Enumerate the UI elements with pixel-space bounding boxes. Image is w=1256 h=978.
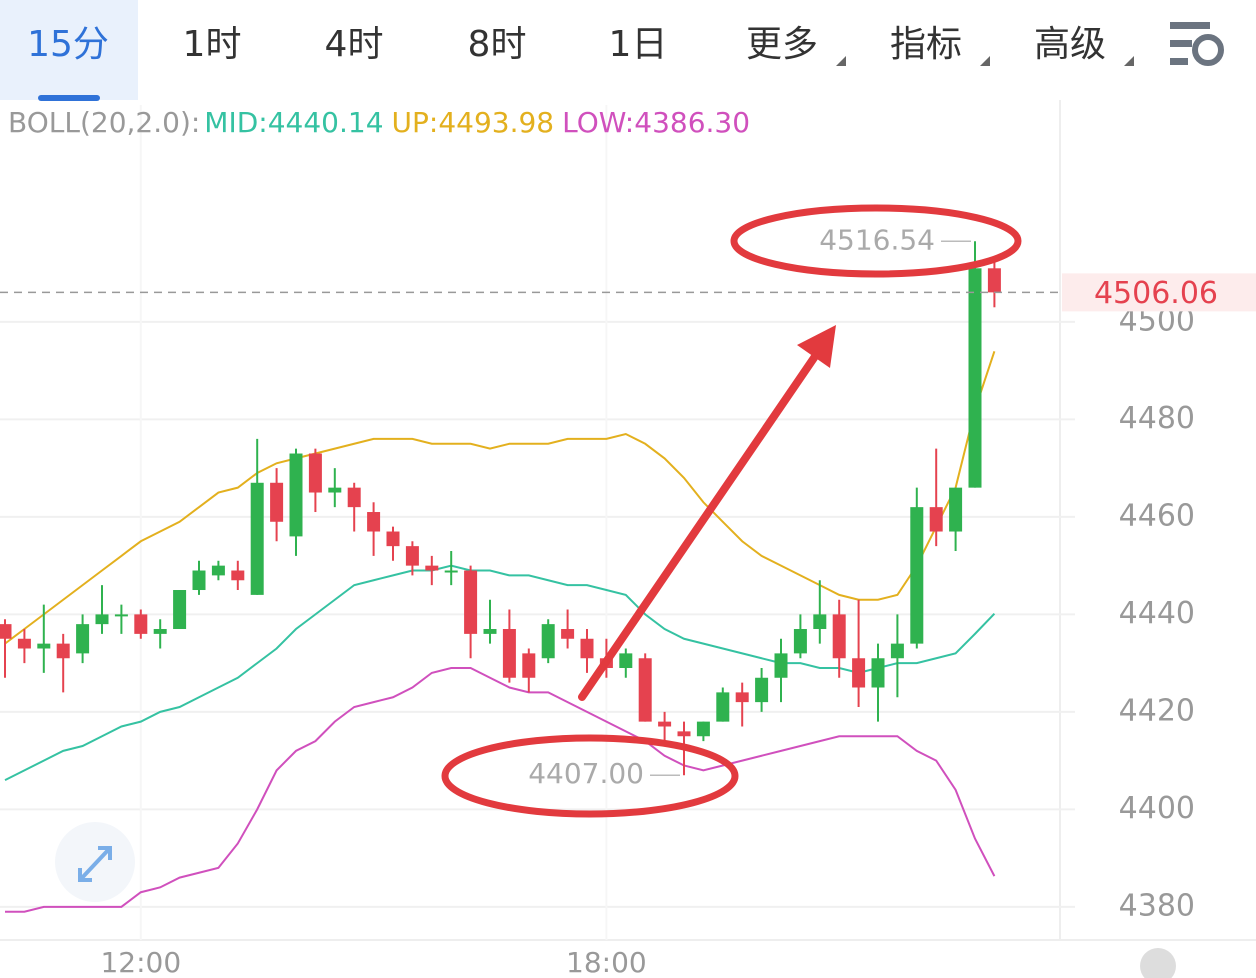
candle-body: [929, 507, 943, 532]
candle-body: [813, 614, 827, 630]
candle-body: [231, 570, 245, 581]
legend-value: 4386.30: [634, 106, 751, 139]
candle-body: [949, 487, 963, 532]
legend-value: 4493.98: [438, 106, 555, 139]
candle-body: [968, 268, 982, 488]
candle-body: [405, 546, 419, 566]
candle-body: [541, 624, 555, 659]
indicator-legend: BOLL(20,2.0): MID:4440.14 UP:4493.98 LOW:43…: [8, 106, 750, 139]
legend-name: MID:: [204, 106, 268, 139]
candle-body: [367, 512, 381, 532]
tab[interactable]: 高级: [1033, 24, 1106, 65]
tab[interactable]: 指标: [889, 24, 962, 65]
x-tick-label: 12:00: [100, 946, 181, 978]
boll-line: [5, 667, 996, 913]
boll-line: [4, 350, 996, 645]
last-price-box: [1062, 273, 1256, 312]
dropdown-caret: [1124, 56, 1134, 66]
candle-body: [386, 531, 400, 547]
candle-body: [832, 614, 846, 659]
y-tick-label: 4480: [1119, 401, 1195, 436]
candle-body: [0, 624, 12, 639]
tab[interactable]: 更多: [745, 24, 818, 65]
candle-body: [17, 638, 31, 649]
y-tick-label: 4440: [1119, 596, 1195, 631]
extreme-label: 4407.00: [528, 757, 644, 790]
candle-body: [76, 624, 90, 654]
candle-body: [444, 570, 458, 573]
indicator-title: BOLL(20,2.0):: [8, 106, 201, 139]
candle-body: [677, 731, 691, 737]
candle-body: [153, 629, 167, 634]
dropdown-caret: [980, 56, 990, 66]
candle-body: [483, 629, 497, 634]
candle-body: [910, 507, 924, 644]
candle-body: [599, 658, 613, 669]
candle-body: [716, 692, 730, 722]
legend-value: 4440.14: [267, 106, 384, 139]
candle-body: [328, 487, 342, 493]
candle-body: [774, 653, 788, 678]
candle-body: [987, 268, 1001, 293]
candle-body: [619, 653, 633, 669]
tab[interactable]: 4时: [324, 24, 384, 65]
y-tick-label: 4380: [1119, 888, 1195, 923]
candle-body: [638, 658, 652, 722]
candle-body: [425, 565, 439, 571]
candle-body: [561, 629, 575, 639]
candle-body: [270, 482, 284, 522]
candle-body: [735, 692, 749, 703]
candle-body: [114, 614, 128, 617]
candle-body: [890, 643, 904, 659]
boll-line: [4, 564, 996, 782]
tab-bar: 15分 1时 4时 8时 1日 更多 指标 高级: [0, 0, 1256, 101]
y-tick-label: 4460: [1119, 498, 1195, 533]
candle-body: [56, 643, 70, 659]
candle-body: [696, 721, 710, 737]
candle-body: [289, 453, 303, 537]
candle-body: [308, 453, 322, 493]
candle-body: [250, 482, 264, 595]
candle-body: [464, 570, 478, 634]
legend-name: UP:: [391, 106, 439, 139]
candle-body: [658, 721, 672, 727]
candle-body: [871, 658, 885, 688]
candle-body: [852, 658, 866, 688]
candle-body: [95, 614, 109, 625]
candle-body: [502, 629, 516, 678]
candle-body: [755, 677, 769, 703]
candle-body: [173, 590, 187, 630]
candle-body: [522, 653, 536, 678]
y-tick-label: 4420: [1119, 693, 1195, 728]
tab[interactable]: 1日: [608, 24, 668, 65]
candle-body: [192, 570, 206, 591]
tab[interactable]: 1时: [182, 24, 242, 65]
extreme-label: 4516.54: [819, 223, 935, 256]
candle-body: [347, 487, 361, 508]
candle-body: [793, 629, 807, 654]
tab[interactable]: 15分: [0, 0, 138, 100]
candle-body: [37, 643, 51, 649]
tab[interactable]: 8时: [467, 24, 527, 65]
y-tick-label: 4400: [1119, 791, 1195, 826]
tab-indicator: [38, 95, 100, 101]
candle-body: [211, 565, 225, 576]
legend-name: LOW:: [562, 106, 635, 139]
last-price-label: 4506.06: [1094, 276, 1218, 311]
candle-body: [580, 638, 594, 659]
x-tick-label: 18:00: [566, 946, 647, 978]
dropdown-caret: [836, 56, 846, 66]
candle-body: [134, 614, 148, 634]
